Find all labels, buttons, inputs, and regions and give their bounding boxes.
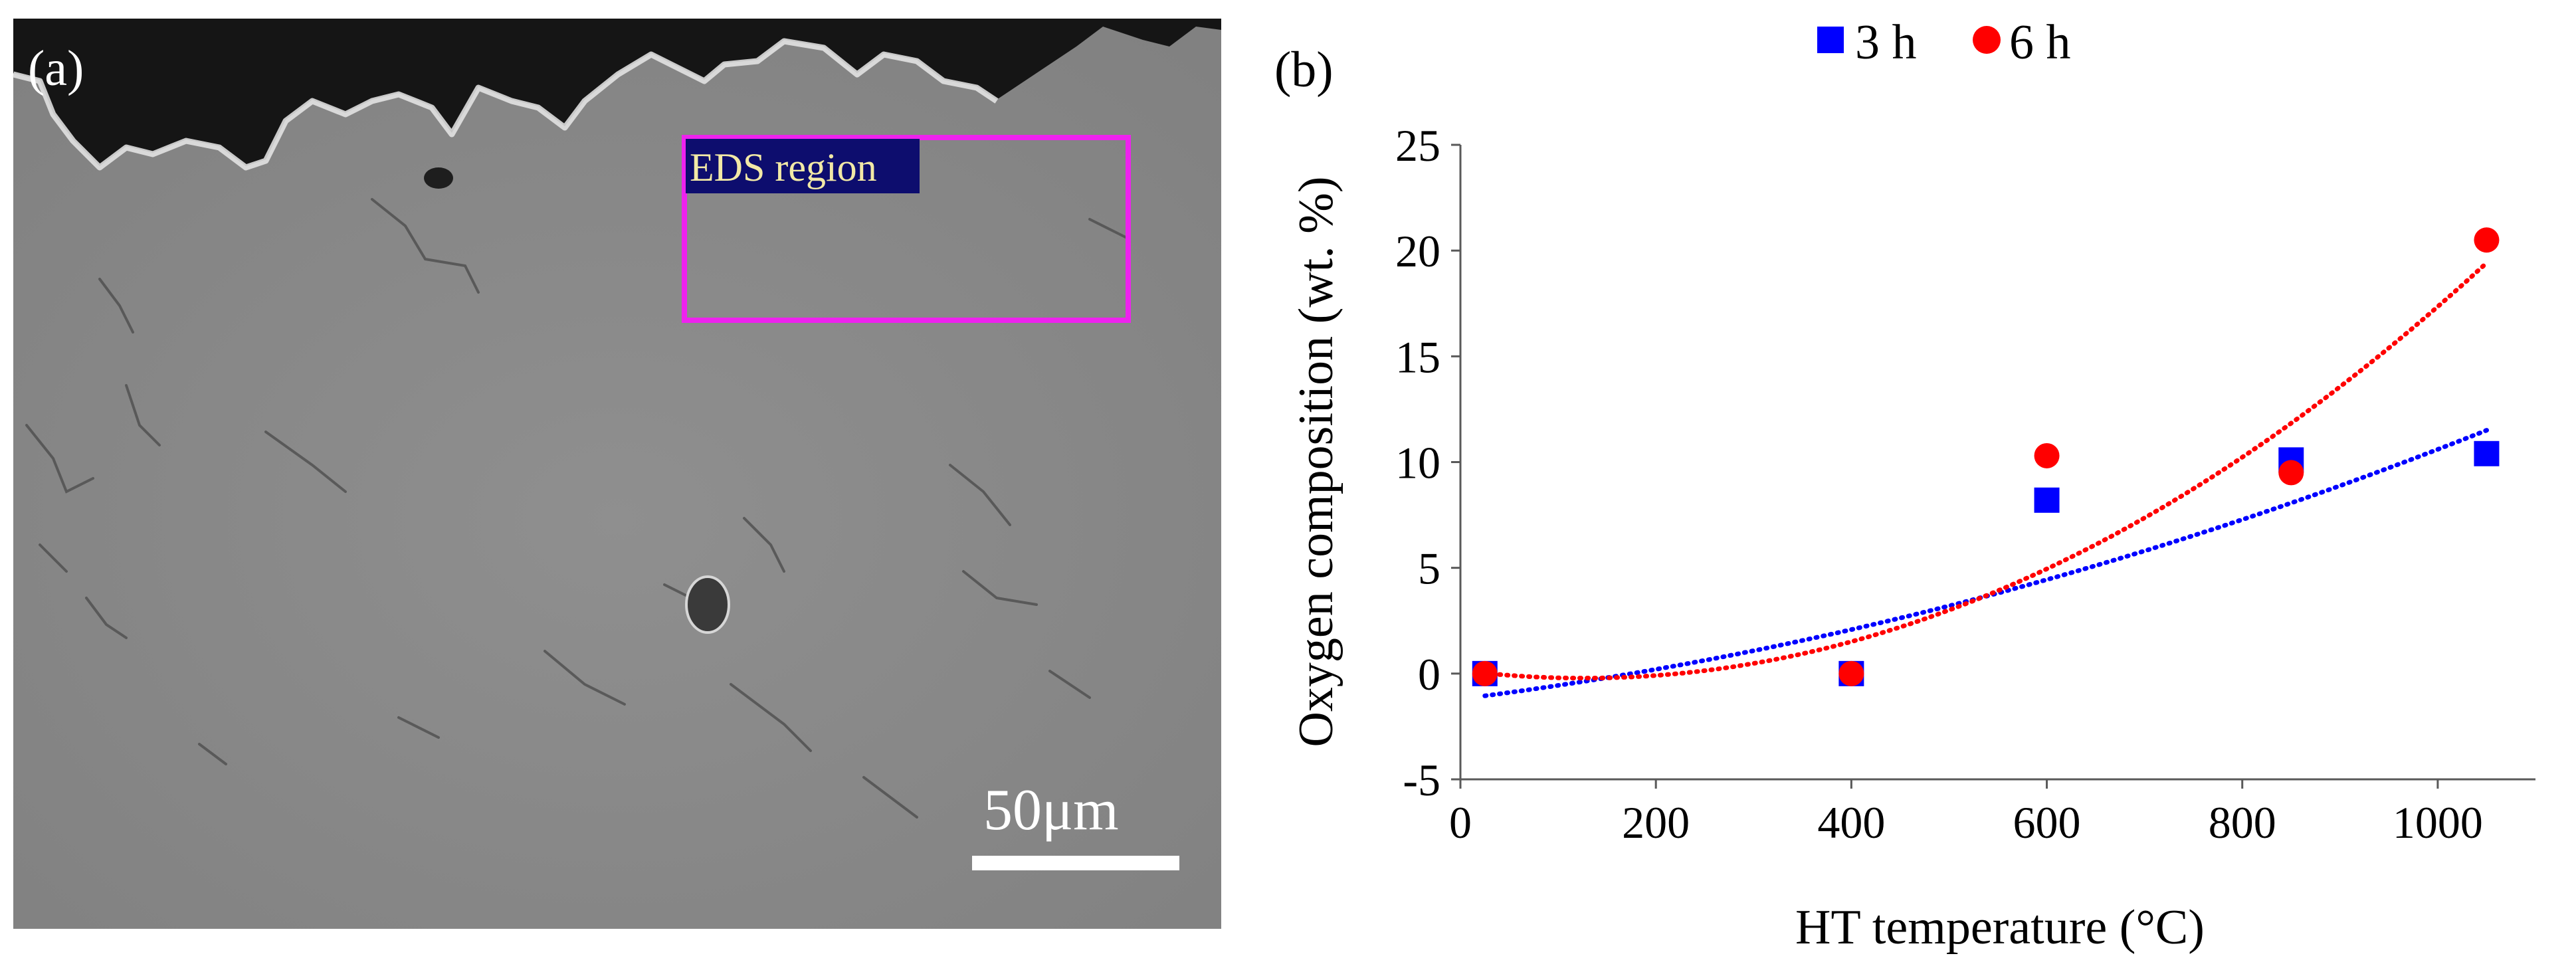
sample-edge-bright-rim: [12, 38, 999, 171]
y-tick-label: -5: [1403, 755, 1440, 805]
chart-legend: 3 h 6 h: [1817, 15, 2071, 70]
x-tick-label: 400: [1817, 797, 1885, 848]
x-tick-label: 600: [2013, 797, 2081, 848]
panel-b-label: (b): [1274, 42, 1334, 98]
trendlines: [1482, 260, 2489, 698]
surface-pit: [685, 575, 730, 634]
data-point-6h: [2474, 227, 2500, 253]
x-tick-label: 1000: [2393, 797, 2483, 848]
sem-micrograph-panel: EDS region (a) 50μm: [12, 19, 1221, 929]
x-axis-title: HT temperature (°C): [1795, 900, 2205, 955]
y-tick-label: 25: [1395, 120, 1440, 171]
trendline-6h: [1482, 260, 2489, 681]
data-point-6h: [2278, 460, 2304, 486]
x-tick-label: 200: [1622, 797, 1690, 848]
x-axis-ticks: 0 200 400 600 800 1000: [1449, 779, 2483, 848]
eds-region-label: EDS region: [690, 146, 877, 189]
y-axis-title: Oxygen composition (wt. %): [1289, 176, 1343, 747]
eds-region-box: [682, 135, 1131, 323]
x-tick-label: 800: [2209, 797, 2276, 848]
y-tick-label: 15: [1395, 332, 1440, 382]
data-points: [1472, 227, 2500, 686]
y-tick-label: 20: [1395, 226, 1440, 276]
eds-region-label-background: [686, 139, 920, 193]
sample-edge-dark-region: [13, 19, 1221, 166]
scale-bar: [972, 856, 1179, 870]
legend-marker-3h: [1817, 27, 1844, 53]
data-point-3h: [2474, 440, 2500, 466]
data-point-6h: [1838, 660, 1864, 686]
legend-marker-6h: [1973, 26, 2001, 54]
data-point-6h: [2034, 442, 2060, 468]
grain-boundary-features: [25, 198, 1131, 819]
panel-a-label: (a): [28, 41, 84, 96]
y-tick-label: 0: [1418, 649, 1440, 700]
legend-label-3h: 3 h: [1855, 15, 1917, 70]
y-tick-label: 10: [1395, 438, 1440, 488]
legend-label-6h: 6 h: [2009, 15, 2071, 70]
sem-image-background: [13, 19, 1221, 929]
y-tick-label: 5: [1418, 543, 1440, 594]
surface-pit-small: [424, 167, 453, 189]
scale-bar-label: 50μm: [983, 778, 1119, 842]
data-point-6h: [1472, 660, 1498, 686]
data-point-3h: [2034, 487, 2060, 513]
x-tick-label: 0: [1449, 797, 1472, 848]
y-axis-ticks: -5 0 5 10 15 20 25: [1395, 120, 1460, 805]
trendline-3h: [1482, 428, 2489, 698]
